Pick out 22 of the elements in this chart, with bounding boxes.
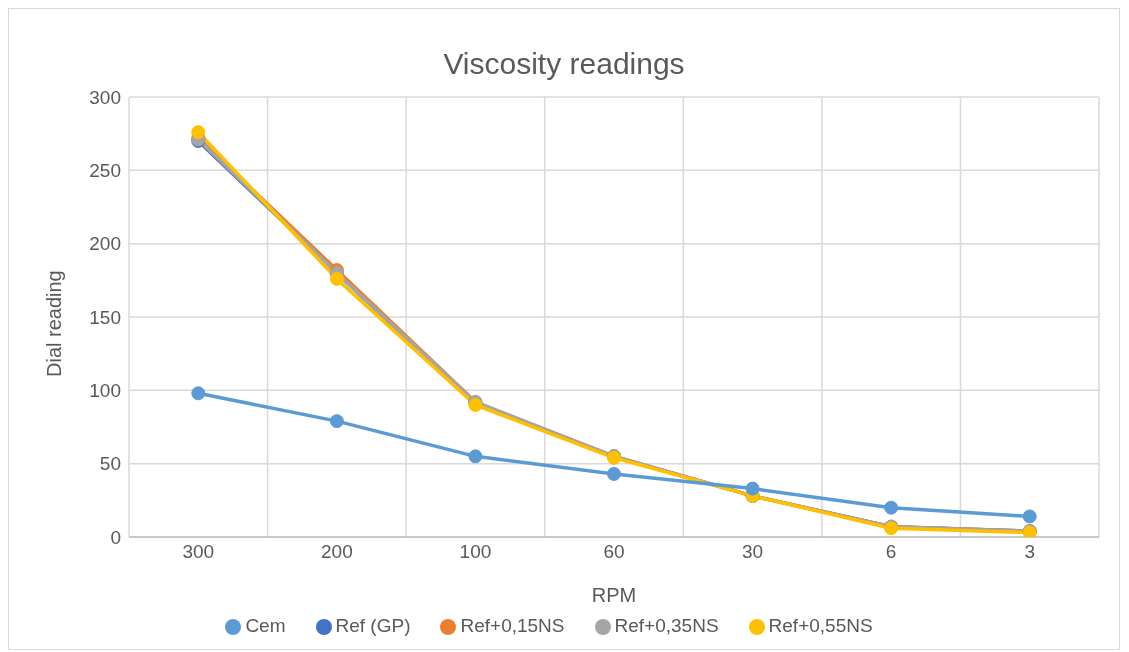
y-tick-label: 300 (89, 86, 121, 108)
x-tick-label: 300 (182, 541, 215, 563)
y-tick-label: 50 (99, 453, 121, 475)
legend-label: Cem (245, 615, 286, 636)
y-tick-label: 0 (110, 526, 121, 548)
x-tick-label: 100 (459, 541, 492, 563)
x-axis-title: RPM (591, 584, 637, 606)
legend-label: Ref+0,15NS (460, 615, 565, 636)
x-tick-label: 6 (885, 541, 897, 563)
x-tick-label: 30 (742, 541, 764, 563)
legend-label: Ref+0,35NS (614, 615, 719, 636)
x-tick-label: 200 (321, 541, 353, 563)
legend-label: Ref (GP) (335, 615, 411, 636)
x-tick-label: 60 (603, 541, 625, 563)
x-tick-label: 3 (1024, 541, 1035, 563)
y-tick-label: 100 (89, 380, 121, 402)
y-tick-label: 250 (89, 160, 121, 182)
y-axis-title: Dial reading (43, 270, 66, 377)
chart-title: Viscosity readings (442, 46, 686, 82)
legend-label: Ref+0,55NS (768, 615, 873, 636)
y-tick-label: 200 (89, 233, 121, 255)
y-tick-label: 150 (89, 306, 121, 328)
